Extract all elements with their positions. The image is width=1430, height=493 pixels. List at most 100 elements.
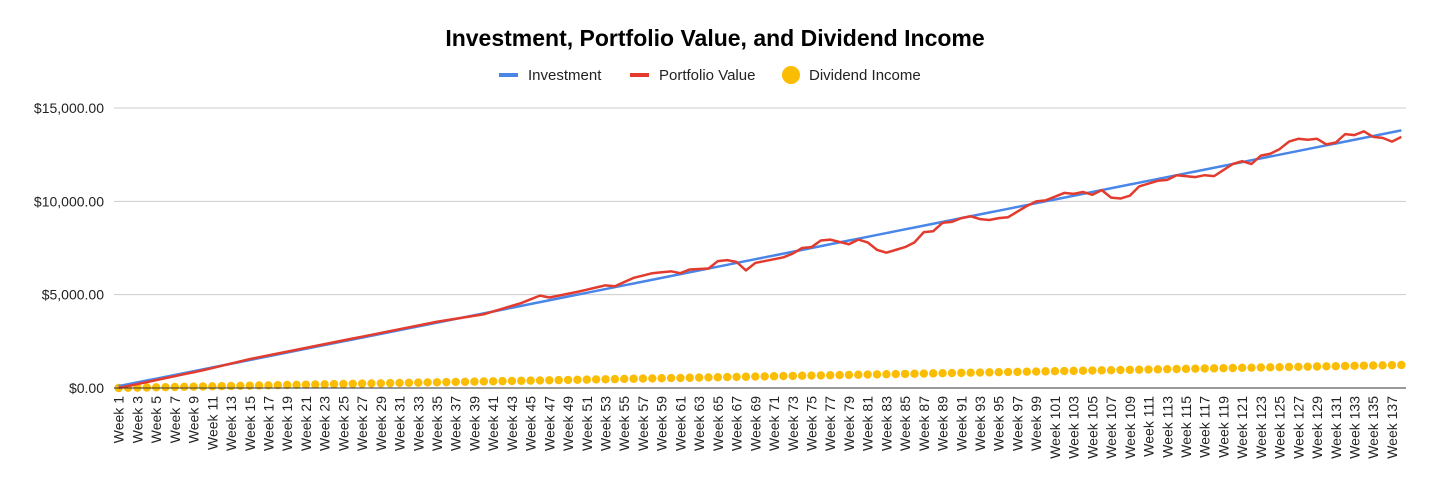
dividend-point [1350,361,1359,371]
dividend-point [601,375,610,384]
dividend-point [1340,361,1350,371]
x-tick-label: Week 97 [1009,396,1025,451]
dividend-point [170,382,180,392]
dividend-point [236,381,245,391]
dividend-point [1397,360,1406,370]
x-tick-label: Week 115 [1178,396,1194,458]
dividend-point [554,375,563,385]
x-tick-label: Week 31 [392,396,408,451]
dividend-point [751,372,760,381]
dividend-point [966,368,975,377]
dividend-point [357,379,367,388]
x-tick-label: Week 125 [1272,396,1288,459]
dividend-point [442,377,451,387]
x-tick-label: Week 93 [972,396,988,451]
x-tick-label: Week 45 [523,396,539,451]
x-tick-label: Week 87 [916,396,932,451]
chart-legend: Investment Portfolio Value Dividend Inco… [499,66,921,84]
dividend-point [741,372,751,381]
dividend-point [1144,365,1153,374]
dividend-point [189,382,198,391]
dividend-point [648,374,657,383]
dividend-point [769,372,779,381]
dividend-point [1097,366,1106,375]
legend-swatch-dividend-income [782,66,800,84]
x-tick-label: Week 67 [729,396,745,451]
dividend-point [1266,363,1275,372]
dividend-point [704,373,713,382]
x-tick-label: Week 63 [691,396,707,451]
dividend-point [1031,367,1041,376]
dividend-point [732,372,741,382]
x-tick-label: Week 131 [1328,396,1344,459]
x-tick-label: Week 23 [317,396,333,451]
y-axis-ticks: $0.00 $5,000.00 $10,000.00 $15,000.00 [34,100,104,396]
dividend-point [957,368,966,378]
legend-item-portfolio-value[interactable]: Portfolio Value [630,67,755,84]
dividend-point [1125,365,1135,375]
dividend-point [582,375,591,384]
dividend-point [1116,365,1125,375]
dividend-point [723,372,732,382]
x-axis-ticks: Week 1 Week 3 Week 5 Week 7 Week 9 Week 11 Wee… [111,396,1400,459]
x-tick-label: Week 41 [485,396,501,451]
x-tick-label: Week 59 [654,396,670,451]
x-tick-label: Week 107 [1103,396,1119,459]
legend-label-dividend-income: Dividend Income [809,67,921,84]
dividend-point [498,376,507,386]
dividend-point [826,371,835,380]
y-tick-label: $0.00 [69,380,104,396]
dividend-point [779,371,788,381]
dividend-point [1003,367,1013,377]
dividend-point [292,380,301,390]
dividend-point [1387,360,1397,370]
x-tick-label: Week 71 [766,396,782,451]
legend-item-dividend-income[interactable]: Dividend Income [782,66,921,84]
x-tick-label: Week 51 [579,396,595,451]
x-tick-label: Week 47 [541,396,557,451]
x-tick-label: Week 43 [504,396,520,451]
dividend-point [1153,365,1163,374]
dividend-point [1200,364,1209,373]
dividend-point [339,379,348,389]
legend-item-investment[interactable]: Investment [499,67,602,84]
x-tick-label: Week 17 [260,396,276,451]
dividend-point [460,377,470,386]
dividend-point [835,370,844,380]
dividend-point [1078,366,1088,375]
dividend-point [451,377,460,387]
x-tick-label: Week 29 [373,396,389,451]
x-tick-label: Week 55 [616,396,632,451]
dividend-point [1284,362,1294,372]
dividend-point [329,379,339,389]
dividend-point [376,379,386,388]
y-tick-label: $15,000.00 [34,100,104,116]
y-tick-label: $10,000.00 [34,193,104,209]
dividend-point [816,371,826,380]
x-tick-label: Week 65 [710,396,726,451]
x-tick-label: Week 53 [598,396,614,451]
x-tick-label: Week 9 [186,396,202,443]
x-tick-label: Week 21 [298,396,314,451]
portfolio-value-line [118,130,1402,390]
x-tick-label: Week 15 [242,396,258,451]
series-portfolio-value [118,130,1402,390]
dividend-point [713,373,723,382]
legend-label-investment: Investment [528,67,602,84]
dividend-point [1022,367,1032,376]
dividend-point [760,372,769,381]
x-tick-label: Week 127 [1290,396,1306,459]
dividend-point [180,382,189,392]
dividend-point [1322,362,1331,371]
x-tick-label: Week 103 [1066,396,1082,459]
x-tick-label: Week 77 [822,396,838,451]
dividend-point [1219,363,1228,373]
dividend-point [638,374,648,383]
x-tick-label: Week 105 [1084,396,1100,459]
dividend-point [348,379,357,388]
dividend-point [620,374,629,384]
dividend-point [208,382,217,391]
dividend-point [1209,364,1219,373]
dividend-point [479,377,489,386]
